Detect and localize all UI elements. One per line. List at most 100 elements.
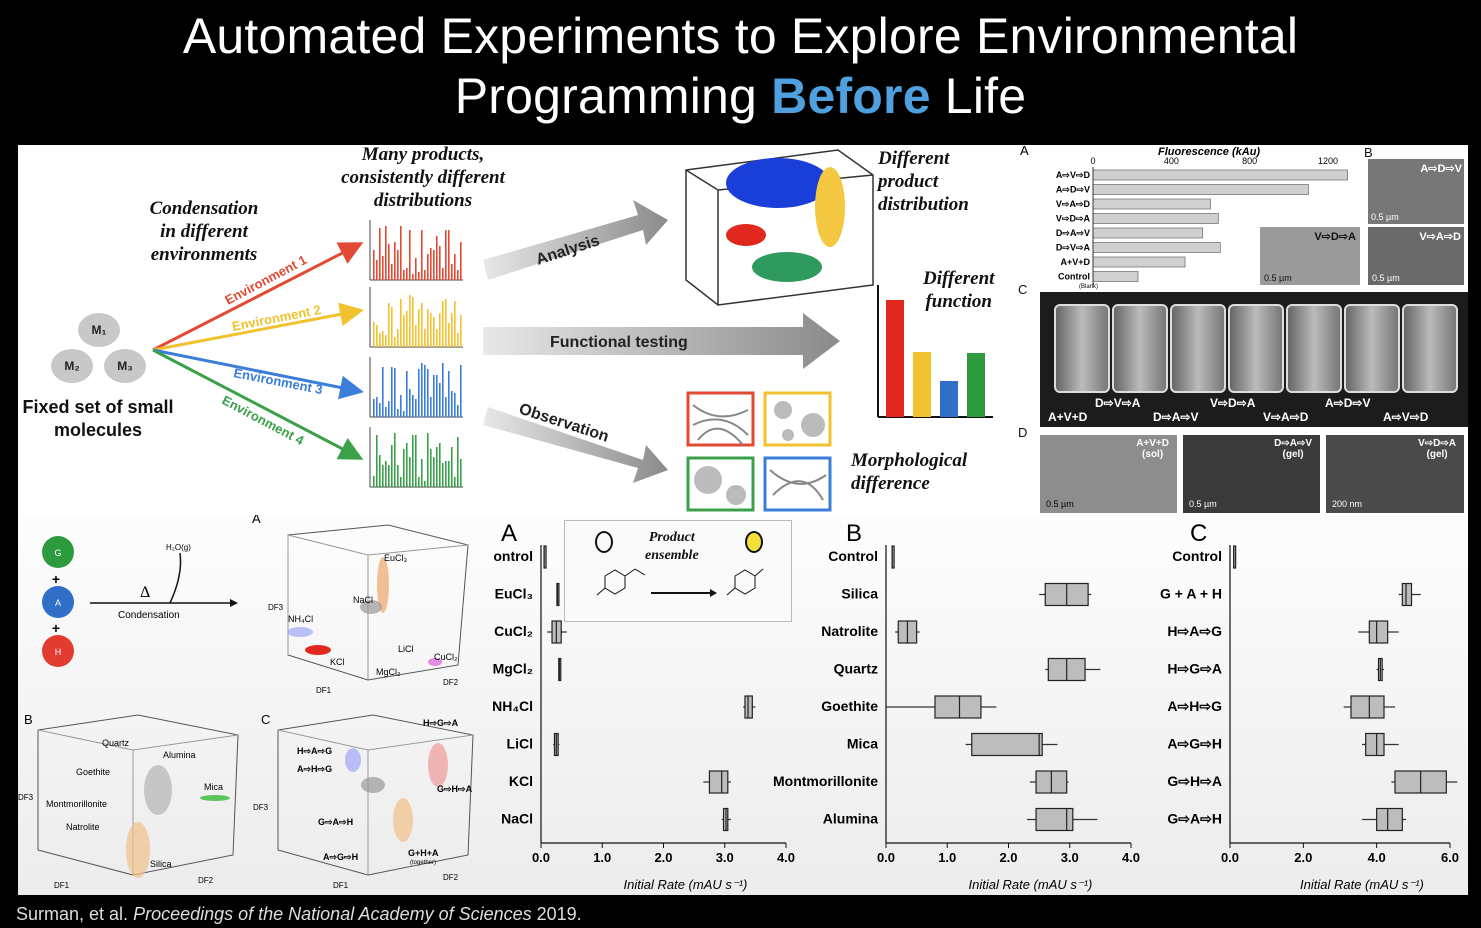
vial-label: D⇨V⇨A [1095,396,1141,410]
svg-text:DF1: DF1 [316,686,332,695]
box [1350,695,1385,719]
fluor-bar [1092,227,1204,239]
histogram-bar [400,477,402,487]
text-line: Fixed set of small [22,397,174,417]
g-label: G [54,548,61,558]
histogram-bar [397,329,399,347]
svg-text:DF1: DF1 [333,881,349,890]
svg-text:Alumina: Alumina [163,750,196,760]
morphology-squares [686,391,832,512]
histogram-bar [385,407,387,417]
histogram-bar [400,395,402,417]
histogram-bar [421,459,423,487]
histogram-bar [460,315,462,347]
histogram-bar [457,437,459,487]
histogram-bar [394,433,396,487]
histogram-bar [373,476,375,487]
histogram-bar [436,329,438,347]
scale-bar: 200 nm [1332,499,1363,509]
text-line: difference [851,473,930,494]
category-label: Alumina [823,811,878,827]
histogram-bar [376,435,378,487]
environment-diagram: Environment 1 Environment 2 Environment … [152,149,993,512]
category-label: Silica [841,586,878,602]
h-circle [42,635,74,667]
functional-testing-arrow [483,313,840,369]
svg-text:B: B [24,712,33,727]
histogram-bar [418,309,420,347]
histogram-bar [427,433,429,487]
category-label: Control [1172,548,1222,564]
histogram-bar [454,477,456,487]
slide-title: Automated Experiments to Explore Environ… [0,6,1481,126]
histogram-bar [397,409,399,417]
panel-d-label: D [1018,425,1028,440]
reaction-structures [596,568,764,597]
histogram-bar [448,323,450,347]
panel-a-label: A [1020,145,1029,158]
svg-text:NH₄Cl: NH₄Cl [288,614,313,624]
x-axis-label: Initial Rate (mAU s⁻¹) [969,877,1093,892]
svg-text:G⇨H⇨A: G⇨H⇨A [437,784,473,794]
text-line: molecules [53,420,143,440]
fluorescence-chart: A Fluorescence (kAu) 0 400 800 1200 A⇨V⇨D A⇨D… [1020,145,1348,290]
histogram-bar [376,397,378,417]
scatter-3d-a: A EuCl₃ NaCl NH₄Cl KCl LiCl MgCl₂ CuCl₂ … [252,515,469,695]
different-function-label: Different function [923,267,994,313]
scatter-3d-b: B Quartz Alumina Goethite Mica Montmoril… [18,712,239,890]
vials-photo: D⇨V⇨A V⇨D⇨A A⇨D⇨V A+V+D D⇨A⇨V V⇨A⇨D A⇨V⇨… [1040,292,1468,427]
a-label: A [55,598,61,608]
plus-sign: + [52,620,60,636]
molecule-m2: M₂ [51,349,93,383]
histogram-bar [430,449,432,487]
svg-text:Montmorillonite: Montmorillonite [46,799,107,809]
histogram-bar [379,403,381,417]
histogram-bar [454,301,456,347]
histogram-bar [436,447,438,487]
functional-testing-label: Functional testing [550,334,688,351]
fluor-tick: 400 [1164,156,1179,166]
title-text-end: Life [930,68,1027,124]
histogram-bar [445,461,447,487]
env3-label: Environment 3 [232,365,324,397]
boxplot-b: B 0.0 1.0 2.0 3.0 4.0 Initial Rate (mAU s⁻¹) Co… [773,520,1140,892]
histogram-bar [460,459,462,487]
svg-text:(together): (together) [410,860,436,866]
svg-text:A: A [252,515,261,526]
reaction-scheme: G + A + H H₂O(g) Δ Condensation [42,536,238,667]
fluor-bar [1092,256,1186,268]
g-circle [42,536,74,568]
histogram-bar [379,455,381,487]
svg-text:H⇨G⇨A: H⇨G⇨A [423,718,459,728]
fluor-row-label: A⇨D⇨V [1056,185,1090,195]
category-label: G⇨H⇨A [1167,773,1222,789]
svg-text:A⇨G⇨H: A⇨G⇨H [323,852,358,862]
h-label: H [55,647,62,657]
tem-label: D⇨A⇨V (gel) [1274,438,1312,460]
plus-sign: + [52,571,60,587]
histogram-bar [382,331,384,347]
histogram-bar [388,244,390,280]
env4-label: Environment 4 [220,392,307,448]
histogram-bar [442,301,444,347]
scatter-3d-c: C H⇨G⇨A H⇨A⇨G A⇨H⇨G G⇨H⇨A G⇨A⇨H A⇨G⇨H G+… [253,712,474,890]
fixed-set-label: Fixed set of small molecules [18,396,178,442]
svg-text:G+H+A: G+H+A [408,848,439,858]
journal: Proceedings of the National Academy of S… [133,904,532,924]
scale-bar: 0.5 µm [1264,273,1292,283]
svg-text:A⇨H⇨G: A⇨H⇨G [297,764,332,774]
histogram-bar [454,254,456,280]
x-tick-label: 2.0 [999,850,1017,865]
text-line: (gel) [1282,449,1304,460]
histogram-bar [424,481,426,487]
text-line: D⇨A⇨V [1274,438,1312,449]
histogram-bar [460,242,462,280]
category-label: Montmorillonite [773,773,878,789]
category-label: Mica [847,736,878,752]
text-line: Product [648,530,695,545]
vial-label: A⇨V⇨D [1383,410,1429,424]
sem-label: V⇨A⇨D [1419,231,1461,243]
panel-b-label: B [1364,145,1373,160]
svg-text:G⇨A⇨H: G⇨A⇨H [318,817,353,827]
histogram-bar [391,367,393,417]
